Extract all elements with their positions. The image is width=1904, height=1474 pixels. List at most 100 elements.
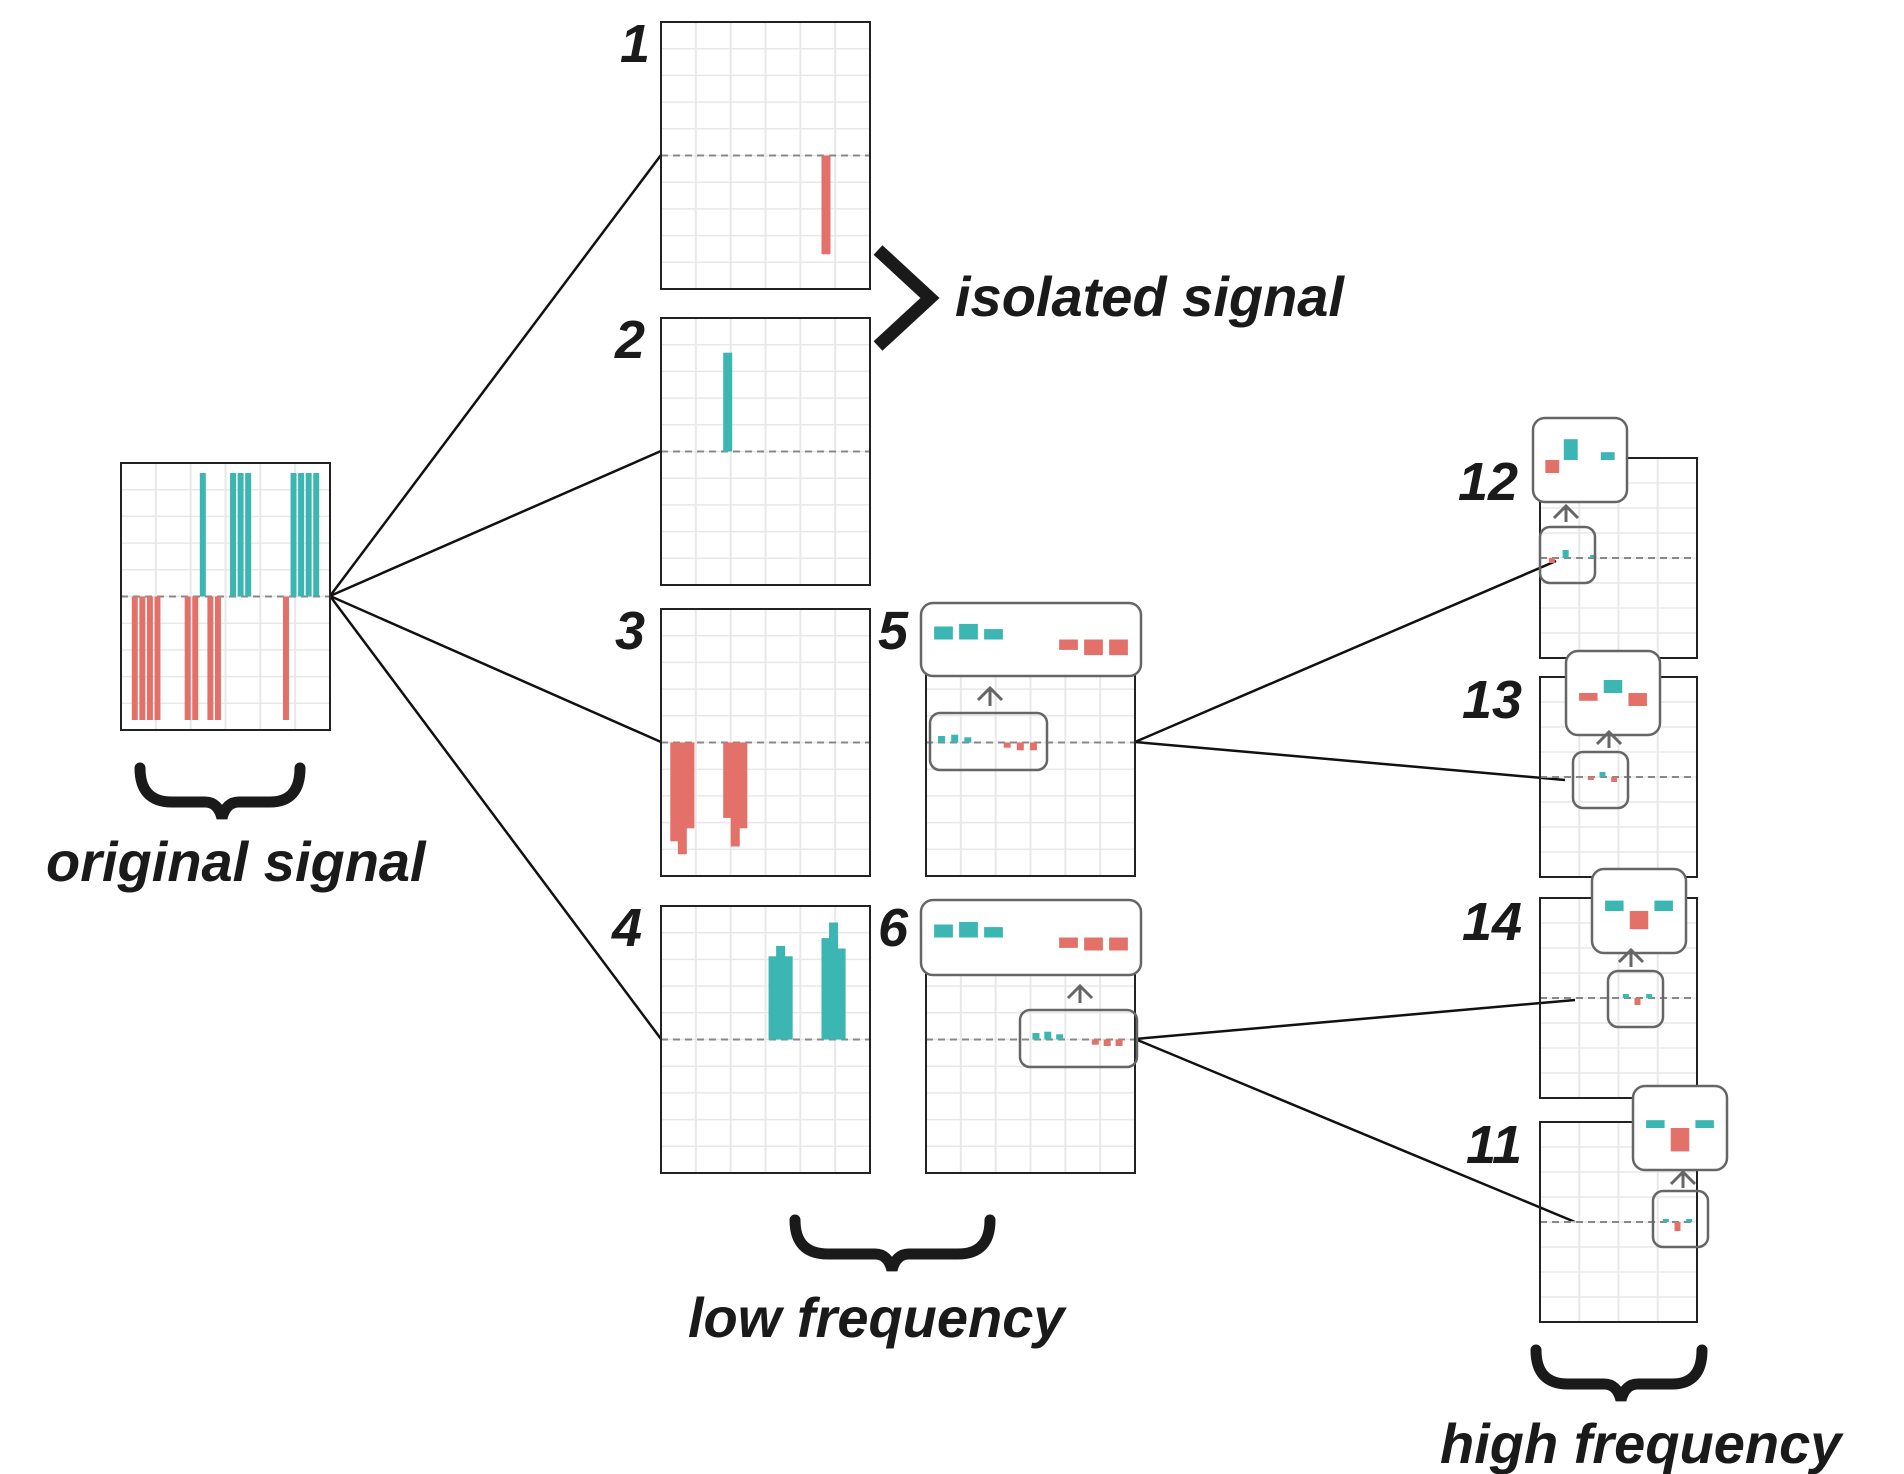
original-signal-brace [134, 762, 306, 820]
connector-line [329, 449, 662, 598]
signal-bar [245, 473, 252, 597]
signal-bar [670, 742, 680, 842]
callout-12 [1531, 416, 1629, 585]
zoomed-bar [1059, 937, 1078, 948]
zoomed-bar [959, 921, 978, 938]
signal-bar [730, 742, 740, 847]
zoomed-bar [1654, 900, 1673, 911]
zoomed-bar [1600, 452, 1615, 460]
component-panel-3 [660, 608, 871, 877]
callout-11 [1631, 1084, 1729, 1249]
zoom-arrow-head [1066, 983, 1094, 1000]
zoom-source-box [928, 711, 1049, 772]
zoom-source-box [1651, 1189, 1710, 1249]
signal-bar [313, 473, 320, 597]
signal-bar [685, 742, 695, 829]
signal-bar [738, 742, 748, 829]
zoomed-bar [1605, 900, 1624, 911]
zoom-source-box [1606, 969, 1665, 1029]
signal-bar [199, 473, 206, 597]
signal-bar [1674, 1222, 1681, 1231]
signal-bar [1646, 994, 1653, 998]
original-signal-panel [120, 462, 331, 731]
panel-frame [660, 317, 871, 586]
signal-bar [821, 155, 831, 255]
signal-bar [1091, 1039, 1099, 1045]
zoomed-bar [1059, 639, 1078, 650]
signal-bar [768, 956, 778, 1040]
zoomed-bar [1109, 639, 1128, 656]
zoom-arrow-head [1617, 947, 1645, 964]
signal-bar [154, 596, 161, 720]
signal-bar [237, 473, 244, 597]
panel-frame [660, 21, 871, 290]
signal-bar [836, 948, 846, 1040]
signal-bar [1029, 742, 1037, 751]
signal-bar [723, 352, 733, 452]
zoomed-bar [1629, 911, 1649, 930]
zoom-arrow-head [1552, 503, 1580, 520]
connector-line [329, 594, 662, 744]
signal-bar [1611, 777, 1618, 782]
zoom-view-box [919, 601, 1143, 678]
signal-bar [951, 734, 959, 743]
component-panel-1 [660, 21, 871, 290]
signal-bar [1634, 998, 1641, 1005]
signal-bar [184, 596, 191, 720]
zoomed-bar [984, 927, 1003, 938]
connector-lines [328, 154, 1576, 1224]
signal-bar [1599, 772, 1606, 777]
signal-bar [298, 473, 305, 597]
component-panel-2 [660, 317, 871, 586]
zoom-source-box [1018, 1008, 1139, 1069]
signal-bar [938, 736, 946, 743]
connector-line [329, 154, 662, 597]
zoomed-bar [959, 623, 978, 640]
signal-bar [139, 596, 146, 720]
zoomed-bar [1695, 1120, 1714, 1128]
connector-line [1134, 998, 1576, 1041]
zoom-view-box [919, 898, 1143, 977]
panel-frame [660, 608, 871, 877]
zoomed-bar [1545, 460, 1560, 473]
signal-bar [1115, 1039, 1123, 1046]
panel-number-11: 11 [1466, 1115, 1522, 1175]
zoomed-bar [1603, 680, 1623, 693]
zoomed-bar [1084, 639, 1103, 656]
signal-bar [146, 596, 153, 720]
signal-bar [1662, 1219, 1669, 1222]
panel-number-5: 5 [878, 601, 909, 661]
signal-bar [1003, 742, 1011, 748]
zoom-arrow-head [1595, 729, 1623, 746]
signal-bar [282, 596, 289, 720]
original-signal-label: original signal [46, 830, 427, 893]
callout-5 [919, 601, 1143, 772]
high-frequency-label: high frequency [1440, 1412, 1844, 1474]
signal-bar [1103, 1039, 1111, 1046]
signal-bar [1622, 994, 1629, 998]
zoomed-bar [1579, 693, 1598, 701]
signal-bar [723, 742, 733, 818]
signal-bar [1032, 1033, 1040, 1040]
zoom-arrow-head [1669, 1169, 1697, 1186]
panel-frame [660, 905, 871, 1174]
signal-bar [1587, 777, 1594, 780]
component-panel-4 [660, 905, 871, 1174]
zoomed-bar [1670, 1128, 1690, 1152]
zoom-callouts [919, 416, 1729, 1249]
panel-number-6: 6 [878, 898, 909, 958]
signal-bar [829, 922, 839, 1040]
connector-line [1134, 559, 1557, 744]
signal-bar [207, 596, 214, 720]
signal-bar [776, 945, 786, 1040]
signal-bar [1044, 1031, 1052, 1040]
high-frequency-brace [1530, 1344, 1708, 1402]
isolated-signal-chevron [873, 245, 940, 351]
panel-number-3: 3 [615, 601, 645, 661]
signal-bar [783, 956, 793, 1040]
signal-bar [821, 938, 831, 1040]
zoom-arrow-head [976, 685, 1004, 702]
connector-line [1134, 1037, 1576, 1224]
